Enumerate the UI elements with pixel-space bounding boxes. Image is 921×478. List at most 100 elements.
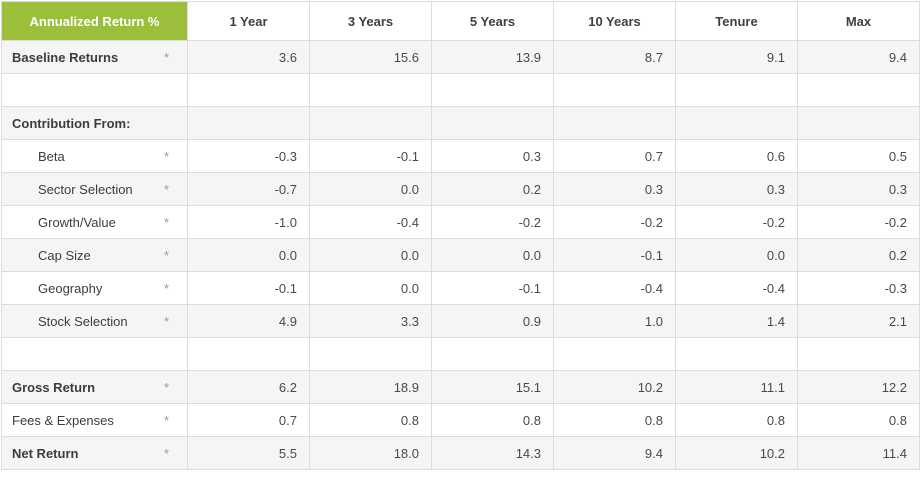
cell-value <box>431 106 554 140</box>
table-row-geography: Geography * -0.1 0.0 -0.1 -0.4 -0.4 -0.3 <box>1 271 920 305</box>
column-header-3-years: 3 Years <box>309 1 432 41</box>
cell-value <box>309 73 432 107</box>
row-label: Cap Size <box>38 247 91 263</box>
cell-value: 0.9 <box>431 304 554 338</box>
cell-value: -0.1 <box>309 139 432 173</box>
cell-value: -0.1 <box>431 271 554 305</box>
column-header-tenure: Tenure <box>675 1 798 41</box>
table-row-fees-expenses: Fees & Expenses * 0.7 0.8 0.8 0.8 0.8 0.8 <box>1 403 920 437</box>
cell-value: 1.4 <box>675 304 798 338</box>
cell-value: 11.4 <box>797 436 920 470</box>
cell-value: -0.4 <box>675 271 798 305</box>
cell-value: 0.3 <box>431 139 554 173</box>
cell-value: 15.6 <box>309 40 432 74</box>
cell-value: 13.9 <box>431 40 554 74</box>
cell-value: 4.9 <box>187 304 310 338</box>
table-row-spacer <box>1 337 920 371</box>
footnote-asterisk-icon: * <box>163 181 169 197</box>
cell-value: 1.0 <box>553 304 676 338</box>
cell-value: 5.5 <box>187 436 310 470</box>
column-header-5-years: 5 Years <box>431 1 554 41</box>
cell-value: 0.3 <box>797 172 920 206</box>
row-label-cell: Geography * <box>1 271 188 305</box>
cell-value: 0.2 <box>797 238 920 272</box>
cell-value: 0.8 <box>675 403 798 437</box>
column-header-max: Max <box>797 1 920 41</box>
cell-value: -0.1 <box>187 271 310 305</box>
cell-value: 0.0 <box>309 271 432 305</box>
row-label-cell: Stock Selection * <box>1 304 188 338</box>
footnote-asterisk-icon: * <box>163 379 169 395</box>
table-row-net-return: Net Return * 5.5 18.0 14.3 9.4 10.2 11.4 <box>1 436 920 470</box>
row-label-cell: Contribution From: <box>1 106 188 140</box>
annualized-returns-table: Annualized Return % 1 Year 3 Years 5 Yea… <box>1 1 920 470</box>
footnote-asterisk-icon: * <box>163 214 169 230</box>
row-label-cell: Beta * <box>1 139 188 173</box>
footnote-asterisk-icon: * <box>163 49 169 65</box>
cell-value: -0.3 <box>187 139 310 173</box>
cell-value: -0.1 <box>553 238 676 272</box>
cell-value <box>431 337 554 371</box>
row-label-cell: Growth/Value * <box>1 205 188 239</box>
cell-value <box>797 106 920 140</box>
cell-value: 3.3 <box>309 304 432 338</box>
row-label: Growth/Value <box>38 214 116 230</box>
cell-value: 0.7 <box>187 403 310 437</box>
row-label: Contribution From: <box>12 115 131 131</box>
row-label-cell <box>1 73 188 107</box>
footnote-asterisk-icon: * <box>163 148 169 164</box>
cell-value: 9.4 <box>797 40 920 74</box>
cell-value: 8.7 <box>553 40 676 74</box>
cell-value <box>797 73 920 107</box>
cell-value: 0.7 <box>553 139 676 173</box>
row-label: Baseline Returns <box>12 49 119 65</box>
cell-value: 12.2 <box>797 370 920 404</box>
cell-value: 0.3 <box>675 172 798 206</box>
cell-value: 0.0 <box>187 238 310 272</box>
footnote-asterisk-icon: * <box>163 247 169 263</box>
row-label: Net Return <box>12 445 79 461</box>
row-label-cell: Gross Return * <box>1 370 188 404</box>
cell-value: 0.8 <box>431 403 554 437</box>
row-label: Beta <box>38 148 65 164</box>
table-row-contribution-from: Contribution From: <box>1 106 920 140</box>
cell-value <box>431 73 554 107</box>
row-label-cell: Baseline Returns * <box>1 40 188 74</box>
cell-value: 18.0 <box>309 436 432 470</box>
cell-value <box>675 73 798 107</box>
cell-value <box>675 337 798 371</box>
cell-value: 0.6 <box>675 139 798 173</box>
cell-value: 0.8 <box>309 403 432 437</box>
row-label-cell <box>1 337 188 371</box>
cell-value: -0.2 <box>431 205 554 239</box>
cell-value <box>553 337 676 371</box>
cell-value: 0.0 <box>309 172 432 206</box>
column-header-1-year: 1 Year <box>187 1 310 41</box>
row-label: Fees & Expenses <box>12 412 114 428</box>
cell-value: 0.8 <box>797 403 920 437</box>
cell-value: 15.1 <box>431 370 554 404</box>
footnote-asterisk-icon: * <box>163 412 169 428</box>
cell-value: 10.2 <box>553 370 676 404</box>
cell-value: -1.0 <box>187 205 310 239</box>
cell-value <box>675 106 798 140</box>
cell-value: 0.0 <box>675 238 798 272</box>
cell-value: -0.2 <box>675 205 798 239</box>
cell-value <box>553 106 676 140</box>
cell-value <box>309 106 432 140</box>
table-row-stock-selection: Stock Selection * 4.9 3.3 0.9 1.0 1.4 2.1 <box>1 304 920 338</box>
row-label-cell: Cap Size * <box>1 238 188 272</box>
table-title-cell: Annualized Return % <box>1 1 188 41</box>
row-label: Sector Selection <box>38 181 133 197</box>
cell-value: -0.4 <box>553 271 676 305</box>
cell-value: 3.6 <box>187 40 310 74</box>
cell-value <box>309 337 432 371</box>
cell-value: 14.3 <box>431 436 554 470</box>
row-label: Stock Selection <box>38 313 128 329</box>
cell-value: 9.4 <box>553 436 676 470</box>
table-row-spacer <box>1 73 920 107</box>
cell-value: 0.8 <box>553 403 676 437</box>
table-row-gross-return: Gross Return * 6.2 18.9 15.1 10.2 11.1 12… <box>1 370 920 404</box>
cell-value: -0.2 <box>797 205 920 239</box>
